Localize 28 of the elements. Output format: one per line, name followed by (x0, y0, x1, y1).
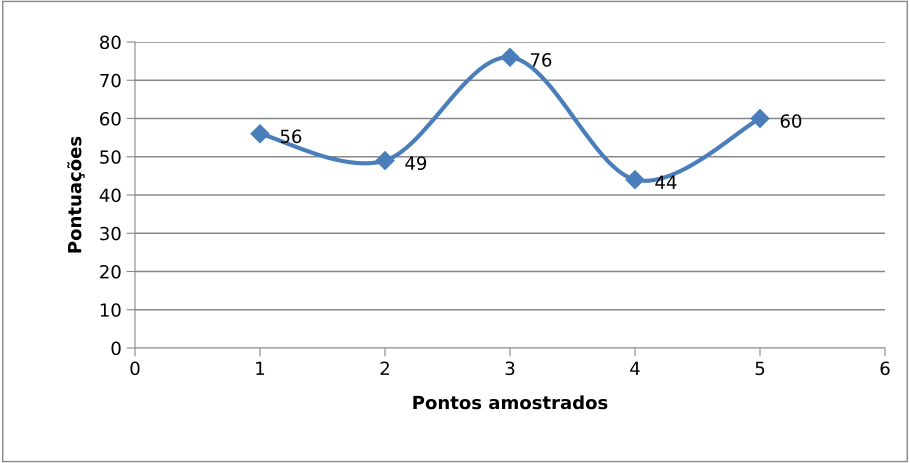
y-tick-label: 40 (100, 188, 121, 202)
point (625, 170, 645, 190)
data-label: 56 (280, 130, 302, 144)
x-tick-label: 0 (130, 362, 140, 376)
x-tick-label: 6 (880, 362, 890, 376)
data-label: 60 (780, 114, 802, 128)
y-tick-label: 50 (100, 150, 121, 164)
x-tick-label: 5 (756, 362, 764, 376)
y-axis-title: Pontuações (67, 136, 85, 252)
point (375, 151, 395, 170)
x-axis-title: Pontos amostrados (413, 395, 608, 410)
y-tick-label: 20 (100, 264, 121, 279)
y-tick-label: 70 (100, 74, 121, 88)
y-tick-label: 60 (100, 112, 121, 126)
data-label: 44 (655, 176, 676, 189)
point (500, 48, 520, 67)
y-tick-label: 10 (100, 303, 121, 317)
y-tick-label: 30 (100, 226, 121, 240)
data-label: 49 (405, 156, 426, 170)
point (250, 124, 270, 144)
x-tick-label: 2 (380, 362, 389, 375)
x-tick-label: 3 (506, 362, 514, 376)
x-tick-label: 4 (630, 362, 640, 375)
y-tick-label: 80 (100, 35, 121, 50)
y-tick-label: 0 (112, 341, 121, 356)
point (750, 108, 770, 128)
x-tick-label: 1 (256, 362, 264, 375)
data-label: 76 (530, 53, 552, 67)
